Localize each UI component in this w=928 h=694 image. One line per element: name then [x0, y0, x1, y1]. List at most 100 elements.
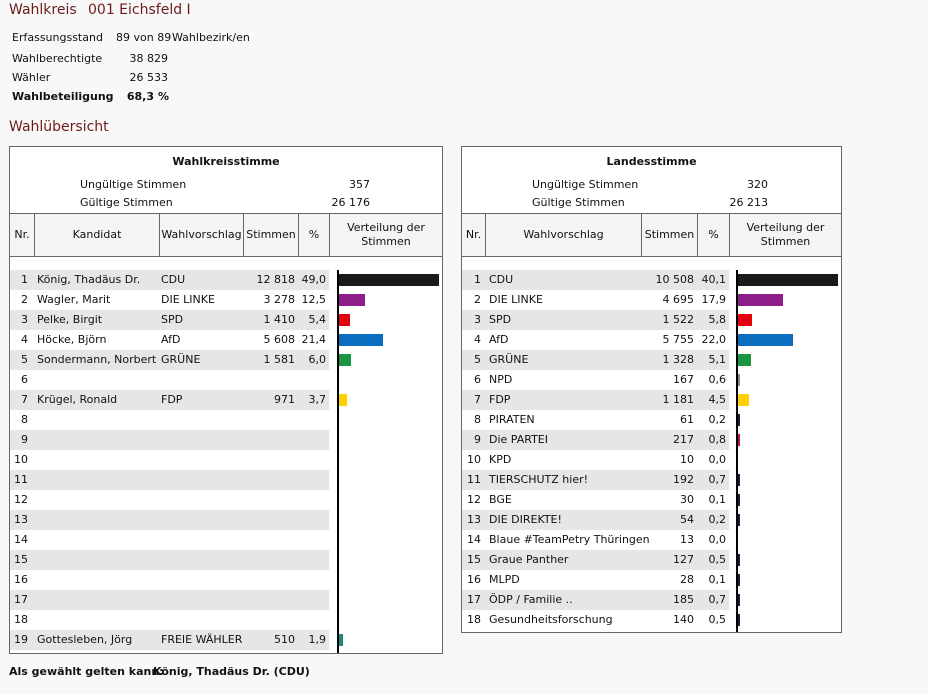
row-party: TIERSCHUTZ hier! [489, 473, 589, 486]
bar-freie-w-hler [339, 634, 343, 646]
table-row: 8 [10, 410, 329, 430]
table-row: 2 Wagler, Marit DIE LINKE 3 278 12,5 [10, 290, 329, 310]
table-row: 14 [10, 530, 329, 550]
row-candidate: Gottesleben, Jörg [37, 633, 133, 646]
bar-gesundheitsforschung [738, 614, 740, 626]
row-pct: 40,1 [701, 273, 727, 286]
row-nr: 13 [14, 513, 28, 526]
row-party: MLPD [489, 573, 520, 586]
row-pct: 0,2 [708, 413, 727, 426]
table-row: 2 DIE LINKE 4 695 17,9 [462, 290, 729, 310]
ls-bar-axis [736, 270, 738, 632]
row-nr: 17 [467, 593, 481, 606]
ls-valid-label: Gültige Stimmen [532, 196, 625, 209]
row-nr: 7 [21, 393, 28, 406]
row-pct: 0,6 [708, 373, 727, 386]
section-title: Wahlübersicht [9, 119, 109, 135]
table-row: 17 ÖDP / Familie .. 185 0,7 [462, 590, 729, 610]
row-party: DIE LINKE [161, 293, 215, 306]
bar-piraten [738, 414, 740, 426]
stat-suffix: Wahlbezirk/en [172, 31, 250, 44]
table-row: 10 [10, 450, 329, 470]
row-nr: 11 [467, 473, 481, 486]
table-row: 9 [10, 430, 329, 450]
row-votes: 10 508 [655, 273, 695, 286]
bar-bge [738, 494, 740, 506]
table-row: 11 TIERSCHUTZ hier! 192 0,7 [462, 470, 729, 490]
col-header-stimmen: Stimmen [243, 213, 299, 257]
row-pct: 0,1 [708, 573, 727, 586]
bar-die-partei [738, 434, 740, 446]
row-votes: 192 [673, 473, 694, 486]
row-pct: 0,7 [708, 473, 727, 486]
row-pct: 5,8 [708, 313, 727, 326]
table-row: 19 Gottesleben, Jörg FREIE WÄHLER 510 1,9 [10, 630, 329, 650]
row-candidate: Höcke, Björn [37, 333, 107, 346]
row-votes: 140 [673, 613, 694, 626]
row-votes: 5 755 [662, 333, 695, 346]
row-votes: 1 581 [263, 353, 296, 366]
row-pct: 4,5 [708, 393, 727, 406]
col-header-pct: % [697, 213, 730, 257]
row-nr: 4 [474, 333, 481, 346]
row-nr: 7 [474, 393, 481, 406]
col-header-verteilung: Verteilung der Stimmen [329, 213, 443, 257]
bar-die-linke [339, 294, 365, 306]
row-nr: 1 [474, 273, 481, 286]
stat-label: Wähler [12, 71, 51, 84]
row-party: Blaue #TeamPetry Thüringen [489, 533, 650, 546]
table-row: 3 Pelke, Birgit SPD 1 410 5,4 [10, 310, 329, 330]
row-nr: 5 [21, 353, 28, 366]
bar-cdu [738, 274, 838, 286]
bar-afd [738, 334, 793, 346]
row-nr: 14 [14, 533, 28, 546]
row-nr: 16 [14, 573, 28, 586]
row-votes: 61 [680, 413, 694, 426]
elected-label: Als gewählt gelten kann: [9, 665, 164, 678]
stat-label: Wahlberechtigte [12, 52, 103, 65]
bar-cdu [339, 274, 439, 286]
row-votes: 1 410 [263, 313, 296, 326]
table-row: 6 NPD 167 0,6 [462, 370, 729, 390]
table-row: 16 MLPD 28 0,1 [462, 570, 729, 590]
table-row: 6 [10, 370, 329, 390]
table-row: 12 [10, 490, 329, 510]
row-pct: 5,4 [308, 313, 327, 326]
row-party: Gesundheitsforschung [489, 613, 613, 626]
row-pct: 1,9 [308, 633, 327, 646]
row-nr: 18 [467, 613, 481, 626]
row-party: ÖDP / Familie .. [489, 593, 573, 606]
table-row: 16 [10, 570, 329, 590]
bar-gr-ne [738, 354, 751, 366]
wk-valid-value: 26 176 [331, 196, 371, 209]
row-nr: 17 [14, 593, 28, 606]
row-pct: 0,0 [708, 533, 727, 546]
row-votes: 185 [673, 593, 694, 606]
table-row: 18 [10, 610, 329, 630]
row-pct: 49,0 [301, 273, 327, 286]
row-pct: 17,9 [701, 293, 727, 306]
row-nr: 3 [474, 313, 481, 326]
wk-bar-axis [337, 270, 339, 653]
row-candidate: Wagler, Marit [37, 293, 111, 306]
table-row: 5 Sondermann, Norbert GRÜNE 1 581 6,0 [10, 350, 329, 370]
row-votes: 971 [274, 393, 295, 406]
row-pct: 0,2 [708, 513, 727, 526]
table-row: 13 DIE DIREKTE! 54 0,2 [462, 510, 729, 530]
row-pct: 0,0 [708, 453, 727, 466]
table-row: 17 [10, 590, 329, 610]
row-nr: 9 [21, 433, 28, 446]
row-party: SPD [161, 313, 184, 326]
row-party: AfD [489, 333, 509, 346]
row-party: AfD [161, 333, 181, 346]
ls-invalid-label: Ungültige Stimmen [532, 178, 639, 191]
row-nr: 3 [21, 313, 28, 326]
row-pct: 0,5 [708, 613, 727, 626]
col-header-nr: Nr. [461, 213, 486, 257]
row-pct: 0,7 [708, 593, 727, 606]
row-nr: 10 [14, 453, 28, 466]
ls-invalid-value: 320 [747, 178, 768, 191]
row-nr: 2 [21, 293, 28, 306]
row-votes: 127 [673, 553, 694, 566]
row-votes: 510 [274, 633, 295, 646]
